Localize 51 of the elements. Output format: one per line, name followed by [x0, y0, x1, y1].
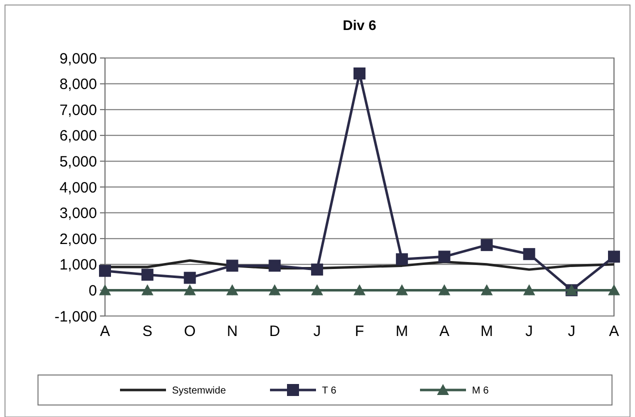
point	[480, 239, 493, 252]
point	[354, 284, 366, 296]
x-tick-label: A	[439, 323, 450, 340]
x-tick-label: J	[568, 323, 576, 340]
point	[184, 284, 196, 296]
point	[396, 284, 408, 296]
point	[396, 253, 408, 266]
x-tick-label: N	[226, 323, 238, 340]
point	[184, 272, 196, 284]
x-tick-label: A	[100, 323, 110, 340]
point	[99, 264, 111, 277]
x-tick-label: S	[142, 323, 152, 340]
point	[141, 284, 154, 296]
point	[438, 284, 450, 296]
y-tick-label: 4,000	[59, 179, 97, 196]
y-tick-label: 8,000	[59, 76, 97, 94]
point	[226, 284, 238, 296]
point	[480, 284, 493, 296]
y-tick-label: 5,000	[59, 153, 97, 170]
legend-label: Systemwide	[172, 386, 226, 396]
point	[141, 268, 154, 281]
y-tick-label: 0	[88, 282, 97, 300]
legend-label: T 6	[322, 386, 337, 396]
x-tick-label: A	[608, 323, 620, 340]
x-tick-label: M	[480, 323, 493, 340]
x-tick-label: D	[269, 323, 280, 340]
x-tick-label: O	[184, 323, 196, 340]
point	[311, 264, 324, 276]
point	[99, 284, 111, 296]
y-tick-label: 9,000	[59, 50, 97, 68]
x-tick-label: J	[313, 323, 321, 340]
x-tick-label: F	[354, 323, 364, 340]
point	[226, 260, 238, 272]
legend-label: M 6	[472, 386, 490, 396]
y-tick-label: -1,000	[54, 308, 97, 326]
y-tick-label: 7,000	[59, 102, 97, 119]
chart-title: Div 6	[342, 17, 376, 33]
y-tick-label: 2,000	[59, 230, 97, 248]
x-tick-label: M	[396, 323, 408, 340]
point	[608, 250, 620, 263]
point	[268, 260, 281, 272]
point	[268, 284, 281, 296]
x-tick-label: J	[525, 323, 533, 340]
point	[608, 284, 620, 296]
y-tick-label: 3,000	[59, 205, 97, 222]
point	[311, 284, 324, 296]
point	[438, 250, 450, 263]
point	[523, 284, 536, 296]
y-tick-label: 1,000	[59, 256, 97, 274]
point	[523, 248, 536, 260]
y-tick-label: 6,000	[59, 128, 97, 145]
